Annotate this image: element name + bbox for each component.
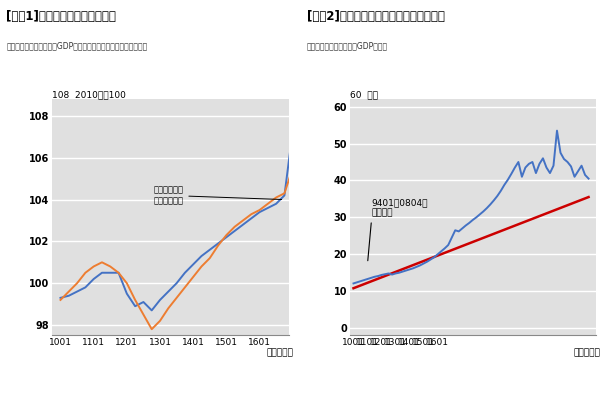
Text: [図表2]耐久財消費支出（フロー）の推移: [図表2]耐久財消費支出（フロー）の推移	[307, 10, 445, 23]
X-axis label: 年・四半期: 年・四半期	[573, 349, 600, 358]
Text: 108  2010年＝100: 108 2010年＝100	[52, 90, 126, 99]
Text: 資料：内閣府「四半期別GDP速報」: 資料：内閣府「四半期別GDP速報」	[307, 42, 388, 51]
Text: 9401〜0804の
トレンド: 9401〜0804の トレンド	[368, 198, 428, 261]
Text: 資料：内閣府「四半期別GDP速報」、日本銀行「消費活動指数」: 資料：内閣府「四半期別GDP速報」、日本銀行「消費活動指数」	[6, 42, 147, 51]
Text: 消費活動指数
（日本銀行）: 消費活動指数 （日本銀行）	[154, 186, 282, 205]
X-axis label: 年・四半期: 年・四半期	[266, 349, 293, 358]
Text: [図表1]個人消費関連指標の推移: [図表1]個人消費関連指標の推移	[6, 10, 116, 23]
Text: 60  兆円: 60 兆円	[350, 90, 378, 99]
Text: GDP・民間消費支出
（内閣府）: GDP・民間消費支出 （内閣府）	[0, 396, 1, 397]
